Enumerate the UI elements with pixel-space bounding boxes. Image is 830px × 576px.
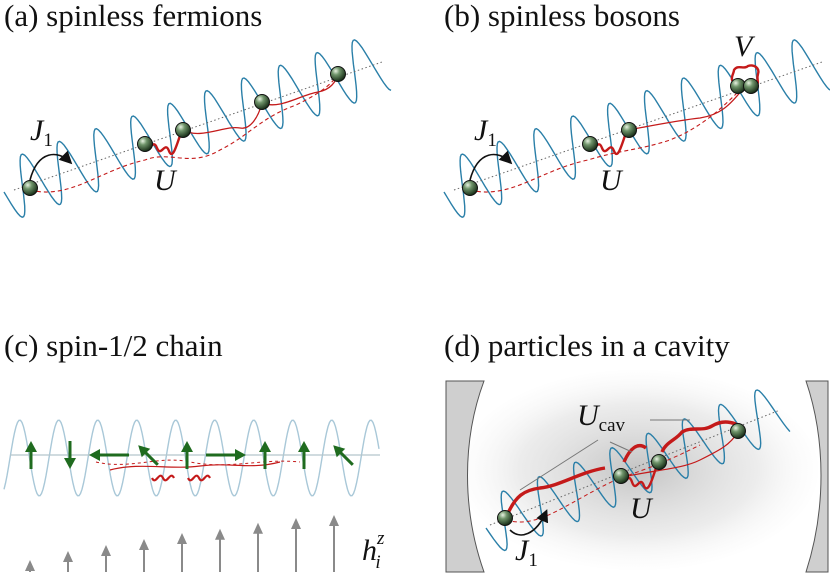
hop-arrow-d [509,509,549,536]
label-U-d: U [630,492,654,525]
hop-arrow-b [469,150,513,181]
particle-icon [621,122,637,138]
cavity-mirror-left-icon [445,380,485,573]
field-arrow-icon [291,518,301,572]
particle-icon [462,180,478,196]
lattice-wave-d [485,389,791,552]
label-U-b: U [600,164,624,197]
field-arrow-icon [139,539,149,572]
label-h-c: hz i [362,528,385,573]
interaction-solid-c [109,461,281,471]
particle-icon [613,468,629,484]
spin-arrow-icon [25,441,37,469]
interaction-line-c [95,459,301,466]
lattice-axis-b [453,61,823,191]
field-arrow-icon [177,533,187,572]
particle-icon [22,180,38,196]
spin-arrow-icon [64,441,76,469]
particle-icon [730,423,746,439]
lattice-wave-c [3,419,380,497]
particle-icon [497,510,513,526]
spin-arrow-icon [333,445,354,466]
label-J1-d: J1 [515,534,538,571]
particle-icon [137,136,153,152]
panel-d: (d) particles in a cavity Ucav U J1 [444,328,829,573]
interaction-solid-b [627,89,743,131]
particle-icon [175,122,191,138]
label-Ucav-d: Ucav [577,399,626,436]
cavity-mirror-right-icon [805,380,829,573]
label-U-a: U [154,164,178,197]
field-arrow-icon [25,560,35,572]
spin-arrow-icon [89,449,129,461]
field-arrow-icon [253,522,263,572]
interaction-line-d [505,444,701,523]
interaction-V-b [730,64,760,87]
interaction-line-b [469,89,741,193]
field-arrows [25,515,339,572]
lattice-axis-a [13,61,383,191]
panel-d-title: (d) particles in a cavity [444,328,730,363]
particle-icon [743,78,759,94]
particle-icon [330,66,346,82]
field-arrow-icon [63,551,73,572]
spin-arrow-icon [298,441,310,469]
spin-arrow-icon [138,445,159,466]
particle-icon [582,136,598,152]
label-V-b: V [734,30,756,63]
panel-c-title: (c) spin-1/2 chain [4,328,223,363]
panel-b-title: (b) spinless bosons [444,0,680,33]
field-arrow-icon [215,528,225,572]
label-J1-b: J1 [474,114,497,151]
panel-a-title: (a) spinless fermions [4,0,262,33]
spin-arrows [25,441,354,469]
hop-arrow-a [29,150,73,181]
spin-arrow-icon [206,449,246,461]
particle-icon [254,94,270,110]
label-J1-a: J1 [30,114,53,151]
cavity-field-glow [458,370,818,570]
pointer-line [609,441,633,453]
spin-arrow-icon [259,441,271,469]
spin-arrow-icon [181,441,193,469]
lattice-wave-a [3,39,392,218]
interaction-wavy-c [151,474,211,482]
panel-c: (c) spin-1/2 chain hz i [3,328,385,573]
panel-a: (a) spinless fermions J1 U [3,0,392,218]
interaction-solid-d [619,431,739,479]
field-arrow-icon [329,515,339,572]
panel-b: (b) spinless bosons J1 U V [443,0,830,218]
field-arrow-icon [101,545,111,572]
particle-icon [651,454,667,470]
interaction-Ucav-d [504,420,737,519]
pointer-line [519,439,599,491]
